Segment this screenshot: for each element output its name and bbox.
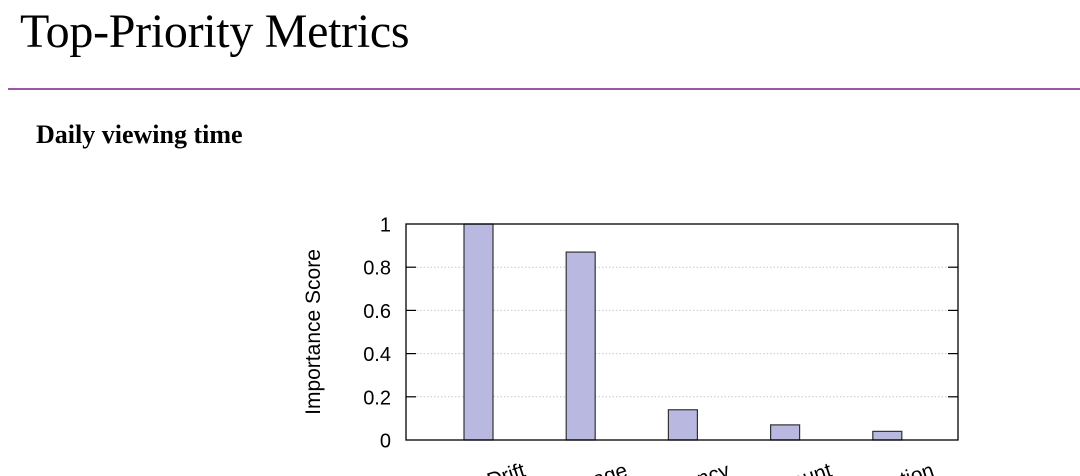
y-tick-label: 0.2 xyxy=(363,387,391,409)
x-axis-tick-labels: AV Drift l Usage Latency l Count Duration xyxy=(454,459,937,476)
x-tick-label: l Count xyxy=(764,459,835,476)
chart-bars xyxy=(463,223,903,441)
bar xyxy=(667,409,699,441)
chart-ticks xyxy=(406,266,958,398)
y-tick-label: 0.8 xyxy=(363,258,391,280)
title-divider xyxy=(8,88,1080,90)
y-tick-label: 1 xyxy=(380,215,391,237)
y-axis-title: Importance Score xyxy=(302,249,325,415)
y-tick-label: 0 xyxy=(380,431,391,453)
y-tick-label: 0.4 xyxy=(363,344,391,366)
bar xyxy=(872,430,903,441)
x-tick-label: Duration xyxy=(854,459,937,476)
section-title: Daily viewing time xyxy=(36,120,243,149)
bar xyxy=(565,251,596,441)
bar xyxy=(463,223,494,441)
x-tick-label: l Usage xyxy=(555,459,630,476)
plot-frame xyxy=(405,223,959,441)
y-axis-tick-labels: 0 0.2 0.4 0.6 0.8 1 xyxy=(363,215,391,453)
x-tick-label: Latency xyxy=(655,459,733,476)
y-tick-label: 0.6 xyxy=(363,301,391,323)
chart-gridlines xyxy=(406,266,958,398)
bar xyxy=(769,424,801,441)
x-tick-label: AV Drift xyxy=(454,459,529,476)
page-title: Top-Priority Metrics xyxy=(20,5,410,58)
